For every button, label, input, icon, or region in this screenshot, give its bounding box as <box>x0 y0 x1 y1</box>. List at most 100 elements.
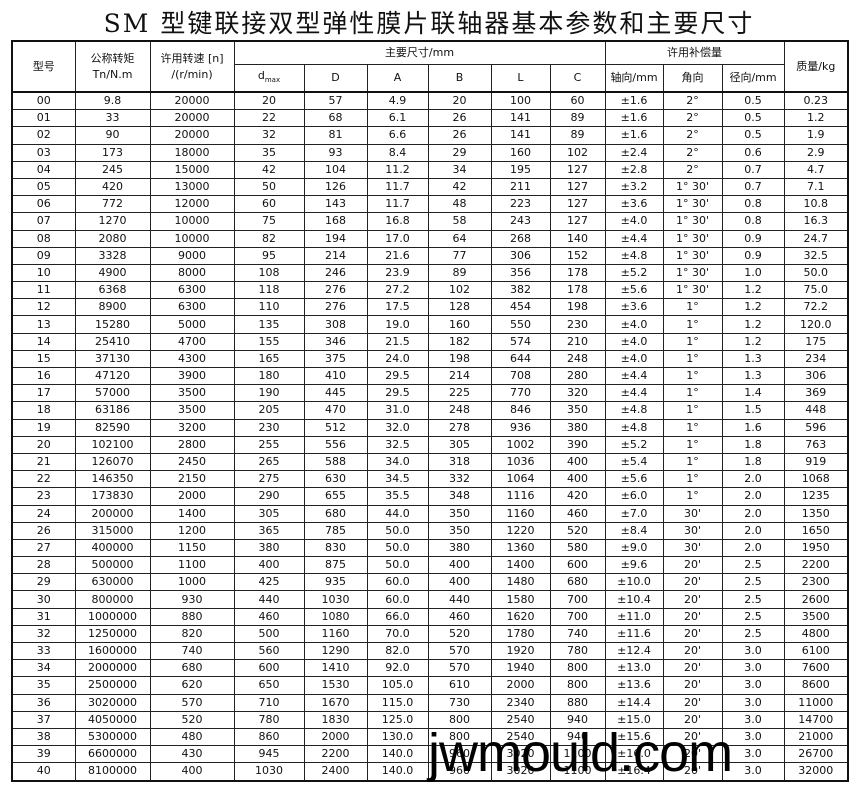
cell-L: 2000 <box>490 676 551 695</box>
cell-dmax: 305 <box>233 504 305 523</box>
cell-radial: 3.0 <box>721 762 785 781</box>
cell-angular: 1° 30' <box>662 177 723 197</box>
cell-B: 730 <box>427 693 492 712</box>
header-torque: 公称转矩 Tn/N.m <box>74 40 151 93</box>
cell-speed: 3900 <box>149 366 235 386</box>
cell-D: 308 <box>303 315 368 334</box>
cell-D: 246 <box>303 263 368 283</box>
table-row: 38 5300000 480 860 2000 130.0 800 2540 940 ±15.6 2… <box>11 727 849 747</box>
cell-C: 280 <box>549 366 606 386</box>
cell-mass: 32.5 <box>783 246 849 265</box>
cell-radial: 0.7 <box>721 177 785 197</box>
cell-A: 19.0 <box>366 315 429 334</box>
cell-mass: 1350 <box>783 504 849 523</box>
cell-model: 31 <box>11 607 76 626</box>
cell-dmax: 275 <box>233 470 305 489</box>
cell-model: 22 <box>11 470 76 489</box>
cell-mass: 4.7 <box>783 160 849 179</box>
cell-B: 42 <box>427 177 492 197</box>
cell-speed: 9000 <box>149 246 235 265</box>
cell-L: 2540 <box>490 727 551 747</box>
cell-radial: 0.5 <box>721 109 785 128</box>
cell-axial: ±8.4 <box>604 521 664 540</box>
cell-L: 243 <box>490 212 551 231</box>
cell-C: 198 <box>549 298 606 317</box>
cell-A: 31.0 <box>366 401 429 420</box>
cell-A: 92.0 <box>366 659 429 678</box>
cell-model: 17 <box>11 384 76 403</box>
cell-model: 06 <box>11 195 76 214</box>
cell-C: 230 <box>549 315 606 334</box>
cell-radial: 1.3 <box>721 366 785 386</box>
cell-mass: 2.9 <box>783 143 849 162</box>
cell-B: 960 <box>427 762 492 781</box>
cell-axial: ±2.4 <box>604 143 664 162</box>
cell-B: 960 <box>427 745 492 764</box>
cell-torque: 6368 <box>74 281 151 300</box>
cell-A: 17.0 <box>366 229 429 248</box>
cell-dmax: 380 <box>233 538 305 558</box>
cell-torque: 4900 <box>74 263 151 283</box>
cell-B: 214 <box>427 366 492 386</box>
cell-model: 14 <box>11 332 76 351</box>
cell-A: 29.5 <box>366 384 429 403</box>
cell-torque: 5300000 <box>74 727 151 747</box>
cell-L: 3020 <box>490 762 551 781</box>
cell-speed: 2800 <box>149 435 235 454</box>
cell-B: 198 <box>427 349 492 369</box>
cell-dmax: 500 <box>233 624 305 644</box>
cell-model: 33 <box>11 641 76 661</box>
header-speed-line1: 许用转速 [n] <box>160 51 224 65</box>
cell-mass: 120.0 <box>783 315 849 334</box>
cell-axial: ±4.0 <box>604 349 664 369</box>
cell-angular: 1° 30' <box>662 246 723 265</box>
cell-mass: 2300 <box>783 573 849 592</box>
cell-A: 4.9 <box>366 91 429 111</box>
cell-speed: 740 <box>149 641 235 661</box>
cell-torque: 146350 <box>74 470 151 489</box>
cell-speed: 880 <box>149 607 235 626</box>
cell-axial: ±5.6 <box>604 281 664 300</box>
cell-radial: 2.5 <box>721 590 785 609</box>
cell-L: 550 <box>490 315 551 334</box>
cell-speed: 480 <box>149 727 235 747</box>
cell-torque: 9.8 <box>74 91 151 111</box>
cell-dmax: 425 <box>233 573 305 592</box>
cell-torque: 245 <box>74 160 151 179</box>
cell-torque: 772 <box>74 195 151 214</box>
cell-model: 21 <box>11 452 76 472</box>
cell-radial: 3.0 <box>721 727 785 747</box>
cell-B: 460 <box>427 607 492 626</box>
cell-dmax: 205 <box>233 401 305 420</box>
cell-dmax: 440 <box>233 590 305 609</box>
cell-axial: ±3.2 <box>604 177 664 197</box>
table-row: 09 3328 9000 95 214 21.6 77 306 152 ±4.8 1° 30' 0.9… <box>11 246 849 265</box>
table-row: 32 1250000 820 500 1160 70.0 520 1780 740 ±11.6 20… <box>11 624 849 644</box>
table-row: 21 126070 2450 265 588 34.0 318 1036 400 ±5.4 1° 1.… <box>11 452 849 472</box>
cell-radial: 3.0 <box>721 659 785 678</box>
cell-angular: 20' <box>662 762 723 781</box>
cell-D: 935 <box>303 573 368 592</box>
cell-axial: ±13.0 <box>604 659 664 678</box>
cell-angular: 1° <box>662 366 723 386</box>
cell-L: 708 <box>490 366 551 386</box>
cell-D: 57 <box>303 91 368 111</box>
cell-L: 1002 <box>490 435 551 454</box>
cell-C: 127 <box>549 177 606 197</box>
cell-dmax: 780 <box>233 710 305 729</box>
table-row: 40 8100000 400 1030 2400 140.0 960 3020 1100 ±16.… <box>11 762 849 781</box>
cell-dmax: 32 <box>233 126 305 145</box>
cell-torque: 173 <box>74 143 151 162</box>
cell-radial: 3.0 <box>721 710 785 729</box>
cell-A: 140.0 <box>366 762 429 781</box>
header-dimensions-group: 主要尺寸/mm <box>233 40 606 65</box>
cell-A: 11.7 <box>366 177 429 197</box>
cell-D: 81 <box>303 126 368 145</box>
header-D: D <box>303 64 368 93</box>
cell-speed: 18000 <box>149 143 235 162</box>
cell-dmax: 95 <box>233 246 305 265</box>
cell-speed: 430 <box>149 745 235 764</box>
cell-torque: 1250000 <box>74 624 151 644</box>
cell-B: 225 <box>427 384 492 403</box>
cell-D: 556 <box>303 435 368 454</box>
